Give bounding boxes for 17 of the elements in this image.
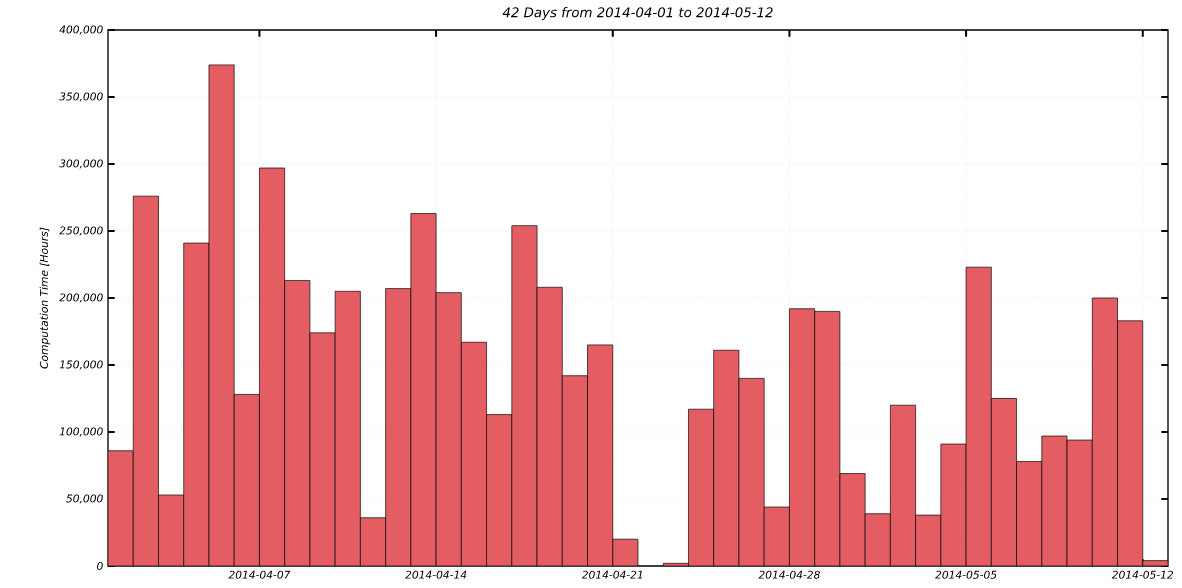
y-tick-label: 0 <box>97 561 103 571</box>
x-tick-label: 2014-04-07 <box>228 570 291 579</box>
y-tick-label: 200,000 <box>59 293 103 303</box>
x-tick-label: 2014-04-28 <box>758 570 820 579</box>
chart-title: 42 Days from 2014-04-01 to 2014-05-12 <box>502 7 773 20</box>
y-tick-label: 100,000 <box>59 427 103 437</box>
x-tick-label: 2014-04-14 <box>405 570 467 579</box>
y-tick-label: 400,000 <box>59 25 103 35</box>
y-axis-title: Computation Time [Hours] <box>39 227 51 369</box>
y-tick-label: 300,000 <box>59 159 103 169</box>
x-tick-label: 2014-05-12 <box>1111 570 1174 579</box>
y-tick-label: 250,000 <box>59 226 103 236</box>
x-tick-label: 2014-04-21 <box>581 570 643 579</box>
y-tick-label: 50,000 <box>66 494 103 504</box>
x-tick-label: 2014-05-05 <box>935 570 997 579</box>
y-tick-label: 350,000 <box>59 92 103 102</box>
y-tick-label: 150,000 <box>59 360 103 370</box>
